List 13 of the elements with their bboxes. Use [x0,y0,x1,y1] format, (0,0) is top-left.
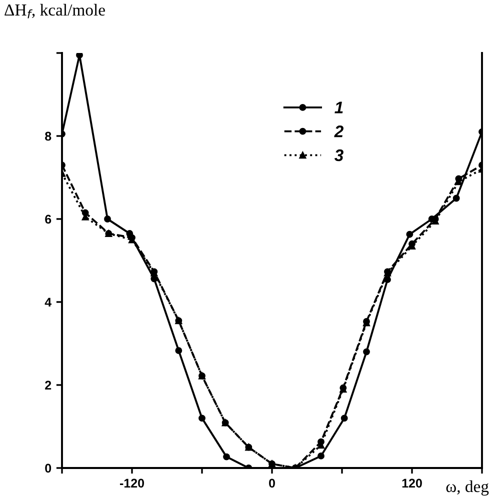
y-tick-label: 8 [45,132,52,141]
y-tick-label: 4 [44,298,52,307]
y-tick-label: 6 [45,214,52,224]
x-tick-label: 120 [402,478,422,488]
y-tick-label: 2 [45,380,52,390]
x-axis-title: ω, deg [446,480,489,496]
legend-label: 3 [334,149,344,162]
y-axis-title: ΔH$_{f}$, kcal/mole [4,4,105,18]
y-tick-label: 0 [45,464,52,473]
legend-label: 1 [334,102,343,114]
x-tick-label: -120 [120,478,144,488]
x-tick-label: 0 [269,478,275,488]
legend-label: 2 [334,126,344,138]
